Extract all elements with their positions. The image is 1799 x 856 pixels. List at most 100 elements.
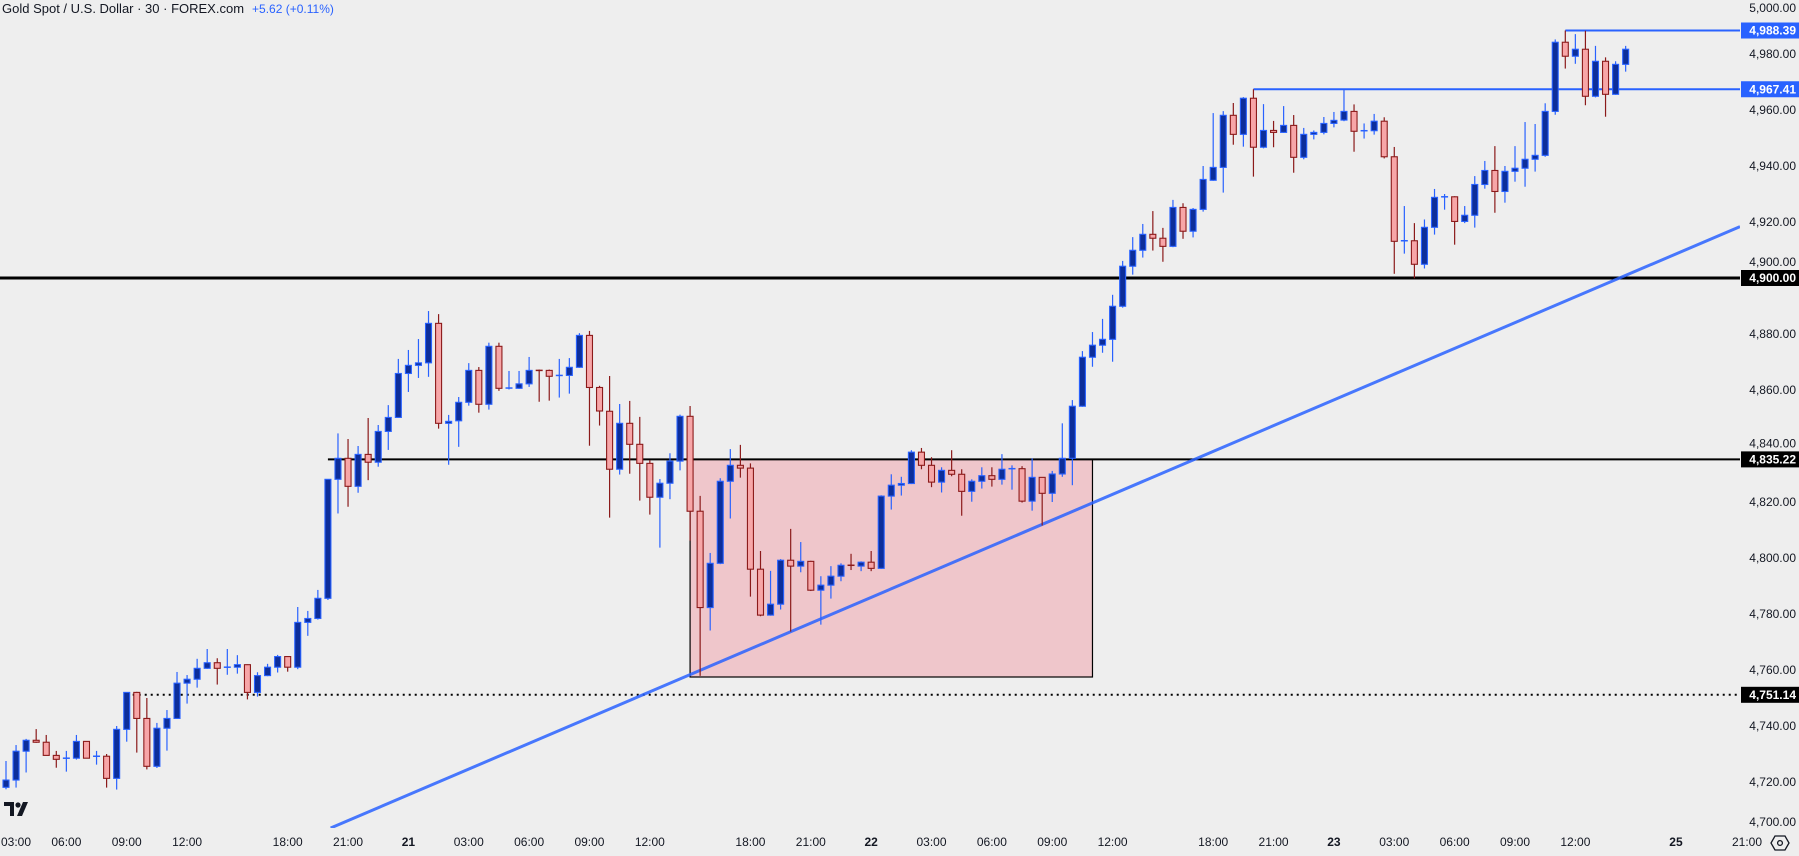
candle-body xyxy=(435,322,443,424)
candle-body xyxy=(42,741,50,756)
candle-65 xyxy=(656,479,664,548)
candle-body xyxy=(1581,48,1589,97)
candle-68 xyxy=(686,405,694,541)
candle-161 xyxy=(1622,45,1630,72)
candle-body xyxy=(414,362,423,366)
candle-body xyxy=(797,560,805,567)
candle-126 xyxy=(1270,120,1278,148)
candle-body xyxy=(424,322,433,364)
price-tick-label: 4,860.00 xyxy=(1749,383,1796,397)
price-tick-label: 4,920.00 xyxy=(1749,215,1796,229)
candle-90 xyxy=(907,450,915,485)
price-tag-bg xyxy=(1741,81,1799,98)
candle-16 xyxy=(163,710,171,751)
candle-122 xyxy=(1229,103,1237,145)
candle-33 xyxy=(334,433,342,514)
candle-body xyxy=(264,666,272,677)
candle-57 xyxy=(575,333,583,368)
candle-body xyxy=(978,475,986,482)
candle-11 xyxy=(113,726,121,790)
candle-body xyxy=(948,469,956,475)
price-tag-label: 4,751.14 xyxy=(1749,688,1796,702)
candle-body xyxy=(153,727,161,767)
candle-body xyxy=(1199,178,1207,210)
candle-141 xyxy=(1420,219,1429,269)
price-tick-label: 4,840.00 xyxy=(1749,436,1796,450)
candle-body xyxy=(626,422,634,445)
candle-124 xyxy=(1249,89,1257,177)
candle-43 xyxy=(435,314,443,429)
candle-body xyxy=(1179,206,1187,232)
candle-60 xyxy=(606,376,614,518)
candle-142 xyxy=(1430,188,1439,235)
time-tick-label: 06:00 xyxy=(51,835,81,849)
time-tick-label: 09:00 xyxy=(112,835,142,849)
candle-body xyxy=(837,564,845,577)
price-tick-label: 4,820.00 xyxy=(1749,495,1796,509)
candle-body xyxy=(32,739,40,743)
symbol-legend[interactable]: Gold Spot / U.S. Dollar · 30 · FOREX.com… xyxy=(2,1,334,16)
candle-body xyxy=(233,664,241,668)
candle-132 xyxy=(1330,111,1338,128)
price-tag-bg xyxy=(1741,270,1799,286)
candle-body xyxy=(807,560,815,591)
candle-body xyxy=(495,345,503,389)
candle-body xyxy=(1119,265,1127,307)
candle-body xyxy=(1521,158,1529,169)
candle-body xyxy=(334,457,342,480)
candle-body xyxy=(1149,233,1157,239)
candle-106 xyxy=(1068,400,1076,486)
candle-14 xyxy=(143,698,151,770)
candle-149 xyxy=(1501,166,1509,203)
candle-127 xyxy=(1280,106,1288,133)
candle-body xyxy=(1410,240,1418,265)
candle-36 xyxy=(364,418,372,481)
time-axis[interactable]: 03:00 06:00 09:00 12:00 18:00 21:00 21 03:00 06:… xyxy=(1,835,1762,849)
candle-53 xyxy=(535,369,543,402)
candle-body xyxy=(1088,344,1097,358)
time-tick-label: 03:00 xyxy=(917,835,947,849)
settings-hexagon-icon[interactable] xyxy=(1770,834,1790,852)
candle-body xyxy=(736,464,744,469)
candle-body xyxy=(525,369,533,385)
time-tick-label: 18:00 xyxy=(1198,835,1228,849)
candle-41 xyxy=(414,339,423,378)
candle-body xyxy=(1300,133,1308,158)
candle-99 xyxy=(998,454,1006,485)
candle-body xyxy=(1612,63,1620,95)
candle-152 xyxy=(1531,124,1539,172)
candle-24 xyxy=(243,664,251,700)
tradingview-logo[interactable] xyxy=(4,800,34,818)
candle-body xyxy=(968,480,976,492)
candle-body xyxy=(777,559,785,605)
candle-54 xyxy=(545,369,553,401)
candle-body xyxy=(616,422,624,470)
candle-body xyxy=(2,779,10,788)
candle-156 xyxy=(1571,34,1579,64)
price-axis[interactable]: 4,700.00 4,720.00 4,740.00 4,760.00 4,780.00… xyxy=(1749,1,1796,829)
candle-body xyxy=(113,728,121,779)
candle-93 xyxy=(938,467,946,493)
candle-body xyxy=(1471,183,1479,216)
candle-75 xyxy=(756,551,765,617)
candle-49 xyxy=(495,342,503,391)
candle-body xyxy=(897,482,905,486)
candle-body xyxy=(1340,110,1348,121)
candle-137 xyxy=(1380,117,1388,159)
price-tag-bg xyxy=(1741,22,1799,39)
price-tick-label: 4,940.00 xyxy=(1749,159,1796,173)
candle-7 xyxy=(72,734,80,760)
candle-body xyxy=(294,621,302,668)
candle-body xyxy=(1209,166,1217,181)
candle-body xyxy=(515,383,523,389)
candle-body xyxy=(686,415,694,512)
candle-body xyxy=(404,364,412,375)
candle-body xyxy=(1430,196,1439,228)
candle-body xyxy=(1239,97,1247,135)
candle-103 xyxy=(1038,476,1046,526)
candle-61 xyxy=(616,404,624,475)
candle-94 xyxy=(948,450,956,477)
time-tick-label: 18:00 xyxy=(735,835,765,849)
candle-body xyxy=(1219,114,1227,168)
